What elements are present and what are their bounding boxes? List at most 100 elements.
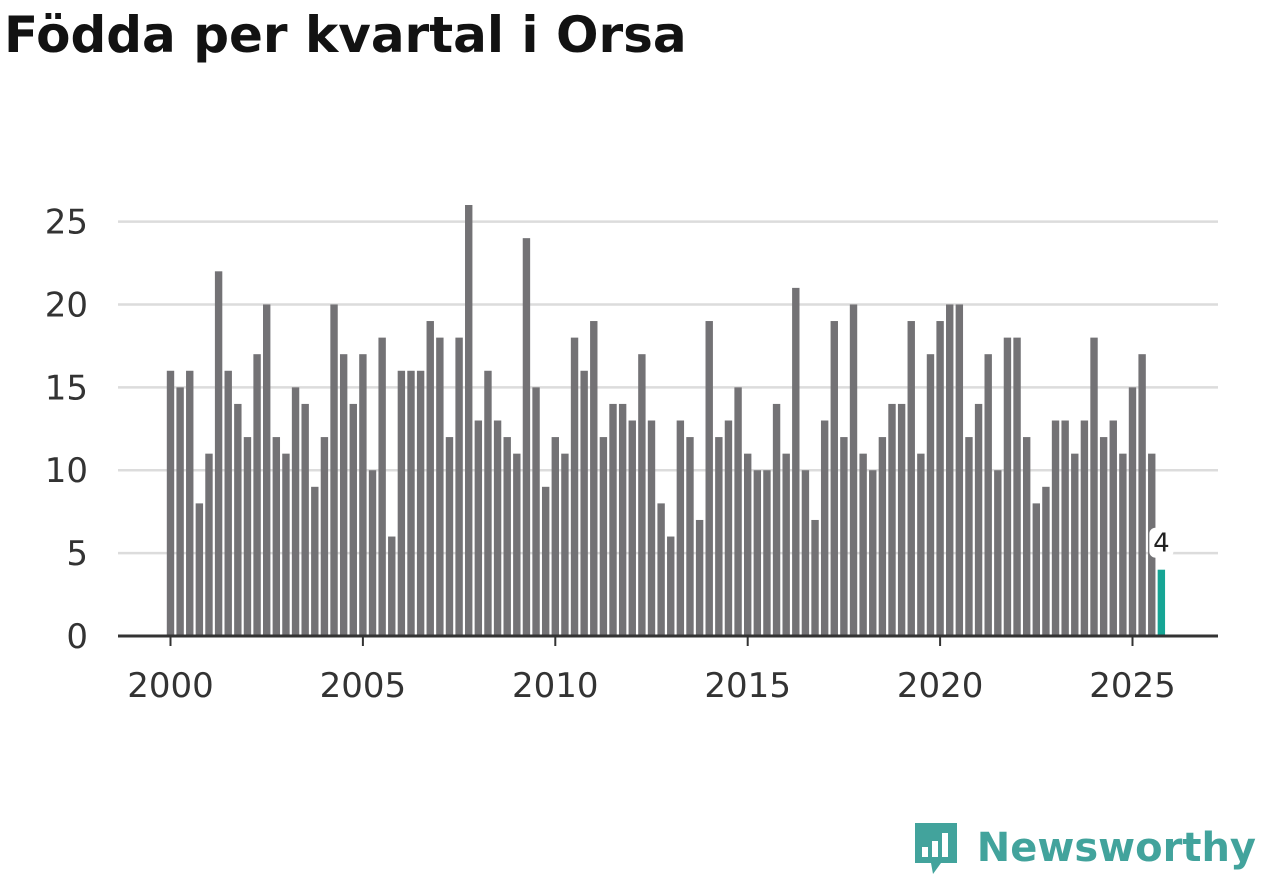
bar — [744, 453, 752, 636]
bar — [465, 205, 473, 636]
bar — [1013, 337, 1021, 636]
x-tick-label: 2025 — [1089, 666, 1176, 706]
bar — [176, 387, 184, 636]
bar — [291, 387, 300, 636]
bar — [897, 403, 906, 636]
bar — [234, 403, 242, 636]
x-tick-label: 2010 — [512, 666, 599, 706]
bar — [878, 437, 887, 636]
bar — [946, 304, 954, 636]
bar — [1080, 420, 1089, 636]
bar — [638, 354, 646, 636]
y-tick-label: 5 — [66, 534, 88, 574]
bar — [368, 470, 377, 636]
bar — [1003, 337, 1012, 636]
bar — [561, 453, 569, 636]
bar — [686, 437, 694, 636]
y-axis-ticks: 0 5 10 15 20 25 — [45, 203, 88, 657]
bars — [166, 205, 1166, 636]
bar — [955, 304, 964, 636]
y-tick-label: 0 — [66, 617, 88, 657]
bar — [551, 437, 559, 636]
bar — [253, 354, 261, 636]
bar — [243, 437, 252, 636]
bar — [628, 420, 636, 636]
x-tick-label: 2020 — [897, 666, 984, 706]
bar — [926, 354, 935, 636]
bar — [724, 420, 733, 636]
y-tick-label: 15 — [45, 368, 88, 408]
bar — [359, 354, 367, 636]
bar — [580, 370, 588, 636]
x-axis-ticks: 2000 2005 2010 2015 2020 2025 — [127, 636, 1176, 706]
bar — [541, 486, 550, 636]
bar — [455, 337, 463, 636]
bar — [474, 420, 483, 636]
bar — [734, 387, 742, 636]
bar — [888, 403, 896, 636]
bar — [753, 470, 762, 636]
bar — [1061, 420, 1069, 636]
bar — [330, 304, 338, 636]
bar — [1090, 337, 1098, 636]
bar — [936, 321, 944, 636]
bar — [782, 453, 790, 636]
bar — [974, 403, 983, 636]
bar — [1138, 354, 1146, 636]
y-tick-label: 20 — [45, 285, 88, 325]
bar — [917, 453, 925, 636]
bar — [820, 420, 829, 636]
bar — [994, 470, 1002, 636]
bar — [801, 470, 810, 636]
bar — [272, 437, 281, 636]
chart-title: Födda per kvartal i Orsa — [4, 6, 687, 64]
bar — [320, 437, 329, 636]
bar — [647, 420, 656, 636]
y-tick-label: 10 — [45, 451, 88, 491]
bar — [339, 354, 348, 636]
bar — [493, 420, 502, 636]
bar — [214, 271, 223, 636]
bar — [1051, 420, 1060, 636]
bar — [907, 321, 915, 636]
bar — [522, 238, 531, 636]
bar — [166, 370, 175, 636]
bar — [590, 321, 598, 636]
bar — [869, 470, 877, 636]
bar — [840, 437, 848, 636]
bar — [1032, 503, 1040, 636]
bar — [849, 304, 858, 636]
y-tick-label: 25 — [45, 203, 88, 243]
bar — [397, 370, 406, 636]
bar — [378, 337, 386, 636]
bar — [1099, 437, 1108, 636]
bar — [609, 403, 617, 636]
bar — [532, 387, 540, 636]
brand-name: Newsworthy — [976, 825, 1256, 871]
bar — [426, 321, 434, 636]
bar — [1042, 486, 1050, 636]
newsworthy-logo: Newsworthy — [911, 819, 1256, 877]
bar-highlight — [1157, 569, 1166, 636]
bar — [263, 304, 271, 636]
bar — [416, 370, 425, 636]
bar — [792, 287, 800, 636]
bar — [859, 453, 867, 636]
bar — [1022, 437, 1031, 636]
bar — [195, 503, 204, 636]
x-tick-label: 2015 — [704, 666, 791, 706]
bar — [599, 437, 608, 636]
bar — [1119, 453, 1127, 636]
data-label-background — [1149, 527, 1174, 558]
bar — [224, 370, 232, 636]
x-tick-label: 2000 — [127, 666, 214, 706]
bar — [676, 420, 685, 636]
bar — [1109, 420, 1117, 636]
data-label-last: 4 — [1153, 529, 1170, 559]
bar — [445, 437, 454, 636]
bar — [830, 321, 838, 636]
newsworthy-logo-icon — [914, 823, 957, 874]
bar — [715, 437, 723, 636]
bar — [436, 337, 444, 636]
